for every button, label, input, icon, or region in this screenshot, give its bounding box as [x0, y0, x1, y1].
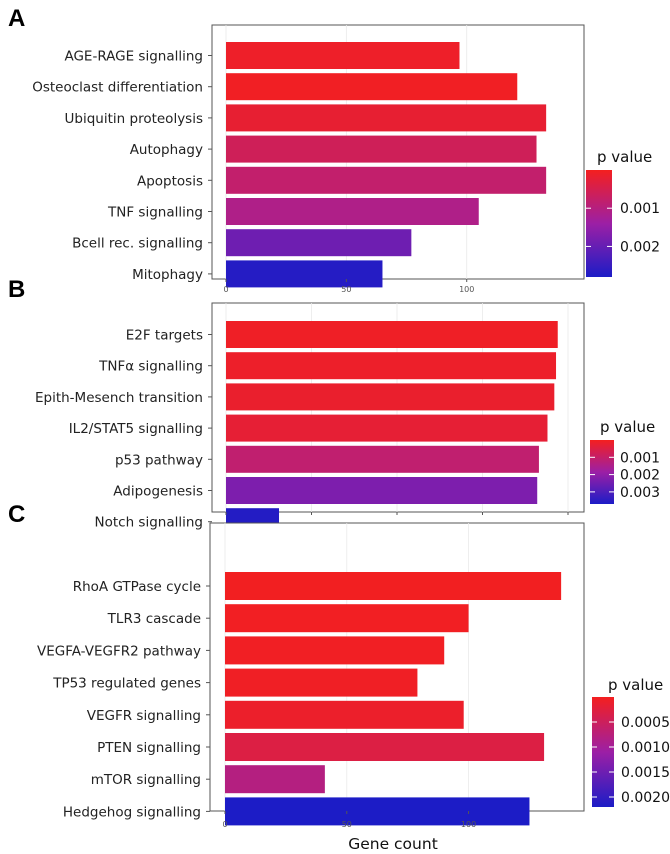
panel-label: C: [8, 501, 25, 528]
bar: [226, 383, 555, 411]
category-label: Hedgehog signalling: [63, 804, 201, 820]
category-label: TLR3 cascade: [107, 611, 201, 627]
bar: [225, 765, 325, 794]
category-label: RhoA GTPase cycle: [73, 579, 201, 595]
legend-title: p value: [600, 418, 655, 436]
legend-colorbar: [592, 697, 614, 807]
legend: p value 0.0005 0.0010 0.0015 0.0020: [592, 676, 670, 807]
bar: [226, 166, 547, 194]
bar: [226, 42, 460, 69]
bar: [226, 229, 412, 257]
legend-title: p value: [597, 148, 652, 166]
bar: [225, 572, 562, 600]
panel-label: A: [8, 5, 25, 32]
bar: [225, 700, 464, 729]
bar: [225, 604, 469, 633]
x-tick-label: 50: [341, 285, 351, 294]
category-label: VEGFA-VEGFR2 pathway: [37, 643, 201, 659]
category-label: Autophagy: [130, 142, 203, 158]
legend-tick-label: 0.002: [620, 239, 660, 255]
x-tick-label: 0: [223, 285, 228, 294]
bar: [226, 73, 518, 101]
category-label: Adipogenesis: [113, 484, 203, 500]
x-tick-label: 100: [459, 285, 474, 294]
legend-colorbar: [590, 440, 614, 504]
bar: [225, 636, 445, 665]
category-label: TP53 regulated genes: [52, 676, 201, 692]
panel-a: A AGE-RAGE signalling Osteoclast different…: [8, 5, 660, 294]
category-label: Osteoclast differentiation: [32, 80, 203, 96]
legend-tick-label: 0.003: [620, 485, 660, 501]
panel-label: B: [8, 276, 25, 303]
legend: p value 0.001 0.002: [586, 148, 660, 277]
category-label: TNFα signalling: [98, 359, 203, 375]
category-label: mTOR signalling: [91, 772, 201, 788]
category-label: IL2/STAT5 signalling: [69, 421, 203, 437]
x-tick-label: 100: [461, 820, 476, 829]
x-tick-label: 0: [222, 820, 227, 829]
bar: [226, 104, 547, 132]
category-label: Epith-Mesench transition: [35, 390, 203, 406]
bar: [226, 198, 479, 225]
legend-tick-label: 0.002: [620, 468, 660, 484]
category-label: TNF signalling: [107, 205, 203, 221]
legend-tick-label: 0.0020: [621, 790, 670, 806]
legend-tick-label: 0.0005: [621, 715, 670, 731]
x-tick-label: 50: [342, 820, 352, 829]
legend-tick-label: 0.001: [620, 450, 660, 466]
bar: [225, 668, 418, 697]
category-label: Apoptosis: [137, 173, 203, 189]
bar: [226, 321, 558, 348]
bar: [226, 477, 538, 504]
category-label: Notch signalling: [95, 515, 203, 531]
plot-frame: [209, 522, 585, 812]
bar: [226, 260, 383, 288]
bar: [226, 445, 539, 473]
legend-title: p value: [608, 676, 663, 694]
bar: [226, 135, 537, 163]
category-label: PTEN signalling: [97, 740, 201, 756]
category-label: Ubiquitin proteolysis: [65, 111, 203, 127]
legend-tick-label: 0.001: [620, 201, 660, 217]
panel-b: B E2F targets TNFα signalling Epith-Mesench…: [8, 276, 660, 537]
legend-tick-label: 0.0015: [621, 765, 670, 781]
legend: p value 0.001 0.0020.003: [590, 418, 660, 504]
legend-tick-label: 0.0010: [621, 740, 670, 756]
bar: [226, 352, 557, 380]
category-label: AGE-RAGE signalling: [64, 49, 203, 65]
bar: [225, 733, 545, 761]
legend-colorbar: [586, 170, 612, 277]
x-axis-title: Gene count: [348, 835, 438, 853]
panel-c: C RhoA GTPase cycle TLR3 cascade VEGFA-VEGF…: [8, 501, 670, 853]
category-label: Bcell rec. signalling: [72, 236, 203, 252]
category-label: VEGFR signalling: [87, 708, 201, 724]
category-label: p53 pathway: [115, 452, 203, 468]
category-label: E2F targets: [126, 328, 203, 344]
bar: [225, 797, 530, 826]
category-label: Mitophagy: [132, 267, 203, 283]
bar: [226, 414, 548, 442]
